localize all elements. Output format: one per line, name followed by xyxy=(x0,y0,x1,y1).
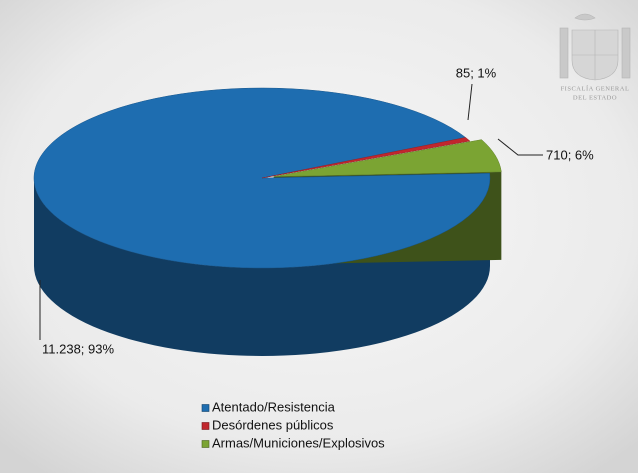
legend-swatch xyxy=(201,422,210,430)
logo-text: DEL ESTADO xyxy=(573,94,617,101)
legend-swatch xyxy=(201,404,210,412)
data-label: 11.238; 93% xyxy=(42,341,114,356)
leader-line xyxy=(497,138,543,156)
legend-label: Desórdenes públicos xyxy=(212,417,334,432)
legend-label: Atentado/Resistencia xyxy=(212,399,336,414)
slice xyxy=(261,137,471,179)
data-label: 85; 1% xyxy=(456,65,497,80)
slice-side xyxy=(34,178,490,356)
legend-swatch xyxy=(201,440,210,448)
logo-text: FISCALÍA GENERAL xyxy=(561,84,630,92)
legend-label: Armas/Municiones/Explosivos xyxy=(212,435,385,450)
leader-line xyxy=(467,83,473,121)
slice xyxy=(273,139,502,177)
logo: FISCALÍA GENERAL DEL ESTADO xyxy=(559,13,631,101)
data-label: 710; 6% xyxy=(546,147,594,162)
